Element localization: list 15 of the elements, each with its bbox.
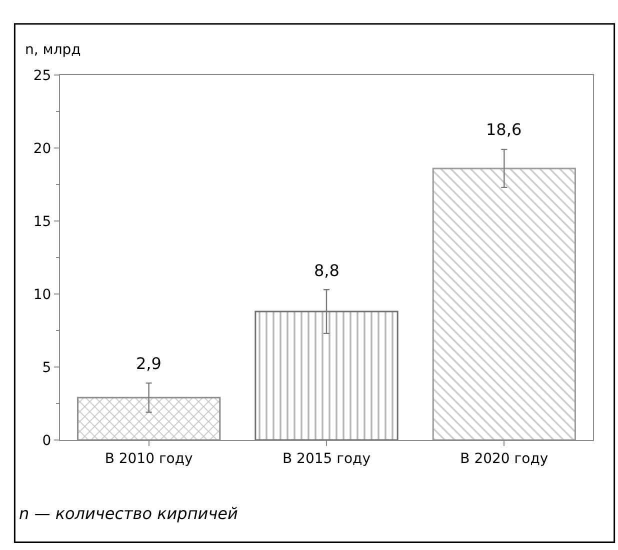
y-tick-label: 25 xyxy=(33,68,52,84)
data-label: 8,8 xyxy=(314,261,340,280)
y-tick-label: 15 xyxy=(33,214,52,230)
data-label: 18,6 xyxy=(486,120,522,139)
x-tick-label: В 2015 году xyxy=(282,450,371,467)
x-tick-label: В 2010 году xyxy=(104,450,193,467)
text: n — количество кирпичей xyxy=(19,504,238,523)
y-tick-label: 0 xyxy=(42,432,52,449)
x-tick-label: В 2020 году xyxy=(460,450,548,467)
y-axis-title: n, млрд xyxy=(25,42,81,58)
bar xyxy=(432,168,576,440)
y-tick-label: 10 xyxy=(33,286,52,303)
y-tick-label: 5 xyxy=(42,360,52,376)
data-label: 2,9 xyxy=(136,354,162,373)
y-tick-label: 20 xyxy=(33,140,52,157)
